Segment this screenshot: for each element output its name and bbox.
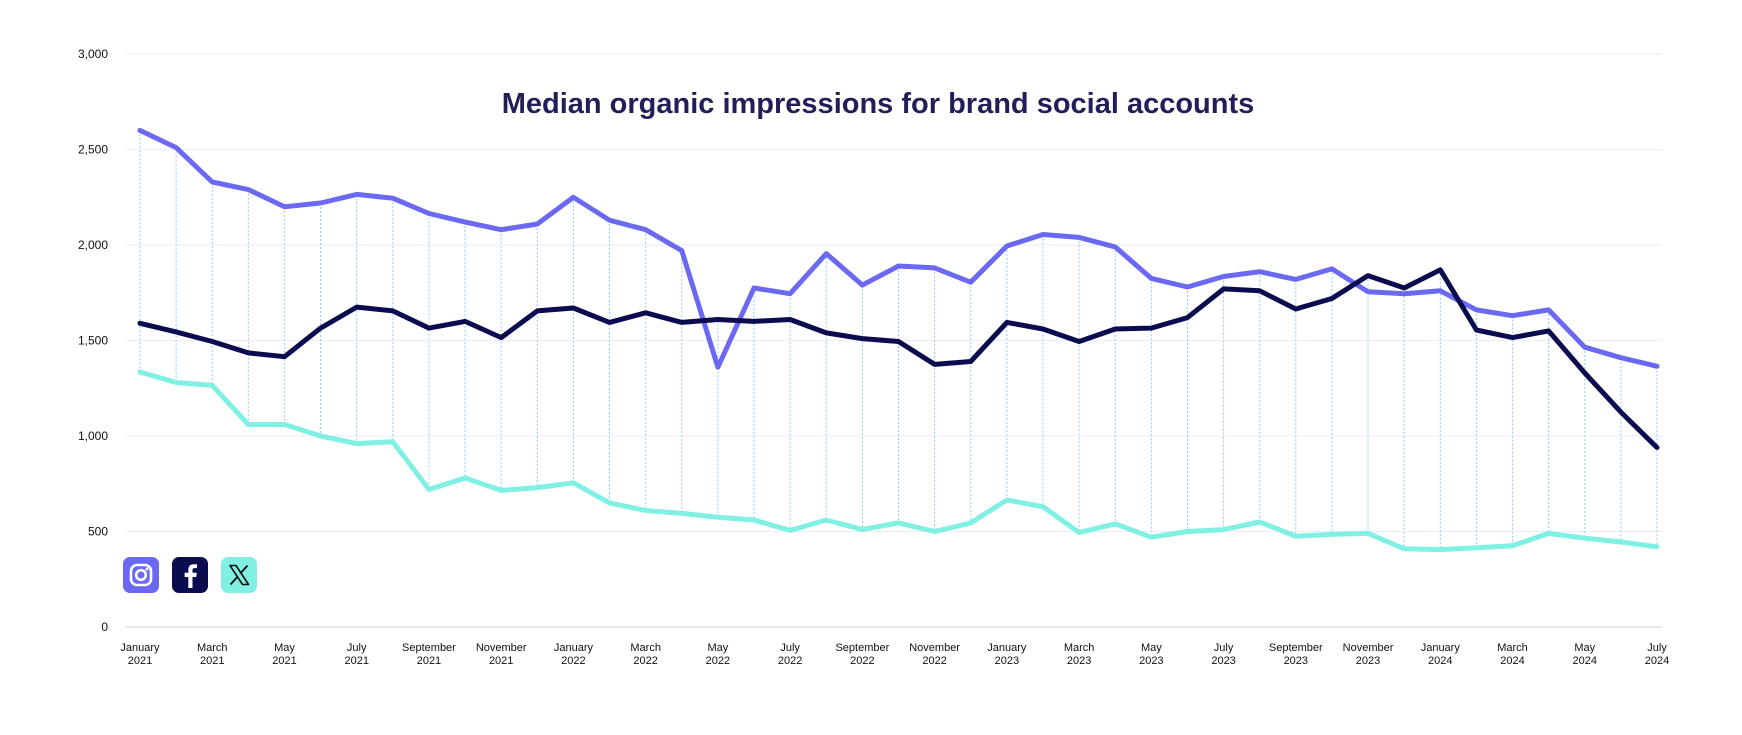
series-line-x (137, 369, 1660, 553)
x-tick-label: September 2021 (402, 642, 456, 667)
chart-title: Median organic impressions for brand soc… (502, 88, 1255, 120)
grid-layer (125, 53, 1662, 628)
guide-layer (139, 130, 1658, 550)
x-tick-label: May 2024 (1573, 642, 1597, 667)
x-tick-label: July 2023 (1211, 642, 1235, 667)
x-tick-label: May 2022 (706, 642, 730, 667)
x-tick-label: March 2021 (197, 642, 228, 667)
y-tick-label: 1,500 (78, 334, 108, 348)
x-tick-label: March 2022 (630, 642, 661, 667)
x-tick-label: September 2022 (835, 642, 889, 667)
series-line-facebook (137, 267, 1660, 450)
instagram-icon (123, 557, 159, 593)
y-tick-label: 3,000 (78, 47, 108, 61)
x-icon (221, 557, 257, 593)
line-layer (137, 127, 1660, 553)
x-tick-label: January 2021 (120, 642, 160, 667)
x-tick-label: November 2021 (476, 642, 527, 667)
x-tick-label: May 2021 (272, 642, 296, 667)
x-tick-label: January 2022 (554, 642, 594, 667)
x-tick-label: March 2023 (1064, 642, 1095, 667)
x-tick-label: July 2024 (1645, 642, 1669, 667)
facebook-icon (172, 557, 208, 593)
y-tick-label: 2,000 (78, 238, 108, 252)
x-tick-label: July 2022 (778, 642, 802, 667)
y-tick-label: 500 (88, 525, 108, 539)
x-tick-label: November 2022 (909, 642, 960, 667)
legend (123, 557, 257, 593)
x-tick-label: September 2023 (1269, 642, 1323, 667)
x-tick-label: March 2024 (1497, 642, 1528, 667)
x-axis-ticks: January 2021 March 2021 May 2021 July 2021 Septe… (120, 642, 1669, 667)
y-tick-label: 2,500 (78, 143, 108, 157)
series-line-instagram (137, 127, 1660, 370)
x-tick-label: May 2023 (1139, 642, 1163, 667)
y-axis-ticks: 0 500 1,000 1,500 2,000 2,500 3,000 (78, 47, 108, 634)
x-tick-label: November 2023 (1343, 642, 1394, 667)
x-tick-label: January 2023 (987, 642, 1027, 667)
x-tick-label: January 2024 (1421, 642, 1461, 667)
y-tick-label: 1,000 (78, 429, 108, 443)
x-tick-label: July 2021 (344, 642, 368, 667)
y-tick-label: 0 (101, 620, 108, 634)
